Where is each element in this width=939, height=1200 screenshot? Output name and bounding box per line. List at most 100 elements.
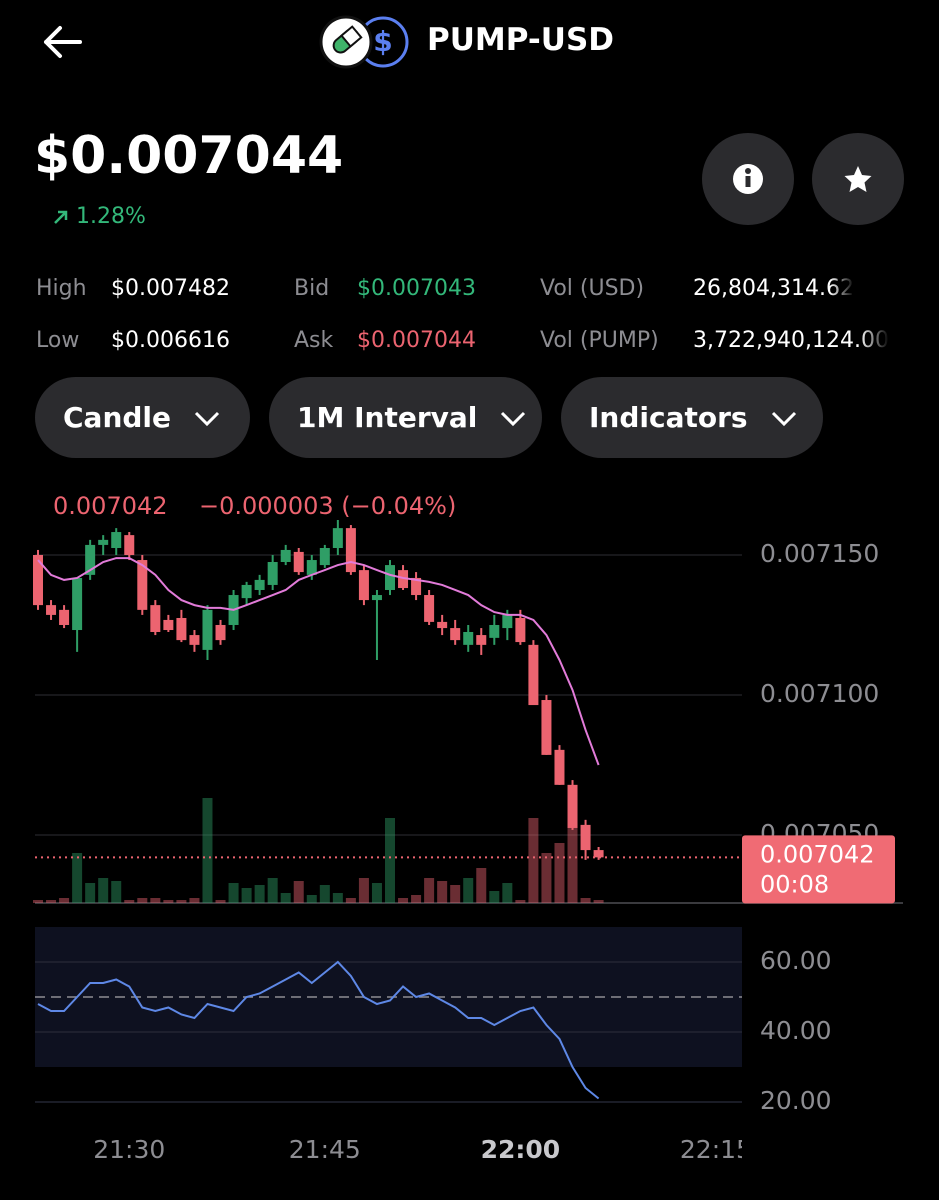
candle-body	[567, 784, 578, 828]
volume-bar	[385, 818, 395, 903]
volume-bar	[319, 885, 330, 903]
candle-body	[593, 850, 604, 858]
price-tag	[742, 835, 895, 904]
volume-bar	[228, 883, 239, 903]
volume-bar	[59, 898, 70, 903]
candle-body	[150, 605, 161, 632]
candle-body	[124, 535, 135, 555]
candle-body	[332, 528, 343, 548]
volume-bar	[528, 818, 539, 903]
stat-label: Vol (PUMP)	[540, 328, 659, 353]
candle-body	[411, 577, 422, 596]
volume-bar	[33, 900, 43, 903]
candle-body	[319, 547, 330, 566]
candle-body	[502, 614, 513, 629]
stat-value: $0.007482	[111, 276, 230, 301]
candle-body	[463, 631, 474, 645]
stat-value: $0.007044	[357, 328, 476, 353]
x-tick-label: 21:30	[93, 1135, 165, 1164]
volume-bar	[85, 883, 96, 903]
volume-bar	[411, 895, 422, 903]
volume-bar	[267, 878, 278, 903]
candle-body	[515, 617, 526, 643]
stat-label: Ask	[294, 328, 334, 353]
x-tick-label: 22:15	[680, 1135, 752, 1164]
candle-body	[398, 570, 409, 589]
button-label: Candle	[63, 401, 172, 434]
info-button[interactable]	[702, 133, 794, 225]
volume-bar	[476, 868, 487, 903]
volume-bar	[241, 888, 252, 903]
volume-bar	[580, 898, 591, 903]
stat-label: Bid	[294, 276, 330, 301]
candle-body	[111, 532, 122, 548]
svg-text:$: $	[373, 25, 392, 58]
chart-type-button[interactable]: Candle	[35, 377, 250, 458]
candle-body	[293, 551, 304, 573]
volume-bar	[554, 843, 565, 903]
volume-bar	[293, 881, 304, 903]
candle-body	[476, 635, 487, 645]
candle-body	[33, 554, 43, 606]
rsi-line	[37, 960, 600, 1100]
candle-body	[137, 560, 148, 610]
volume-bar	[332, 893, 343, 903]
stat-label: High	[36, 276, 87, 301]
y-tick-label: 0.007100	[760, 679, 879, 708]
favorite-button[interactable]	[812, 133, 904, 225]
price-change: 1.28%	[76, 204, 146, 229]
volume-bar	[176, 900, 187, 903]
volume-bar	[111, 881, 122, 903]
candle-body	[59, 609, 70, 625]
button-label: 1M Interval	[297, 401, 478, 434]
interval-button[interactable]: 1M Interval	[269, 377, 542, 458]
price: $0.007044	[34, 126, 344, 186]
button-label: Indicators	[589, 401, 748, 434]
candle-body	[385, 565, 395, 590]
volume-bar	[515, 900, 526, 903]
candle-body	[85, 544, 96, 575]
asset-icon: $	[319, 15, 409, 69]
candle-body	[371, 595, 382, 601]
candle-body	[215, 624, 226, 641]
rsi-tick-label: 40.00	[760, 1016, 832, 1045]
stat-label: Vol (USD)	[540, 276, 645, 301]
volume-bar	[541, 853, 552, 903]
rsi-tick-label: 60.00	[760, 946, 832, 975]
candle-body	[72, 577, 83, 631]
moving-average	[37, 557, 600, 766]
x-tick-label: 21:45	[289, 1135, 361, 1164]
volume-bar	[358, 878, 369, 903]
volume-bar	[137, 898, 148, 903]
volume-bar	[280, 893, 291, 903]
candle-body	[554, 749, 565, 785]
candle-body	[46, 605, 57, 615]
candle-body	[306, 560, 317, 575]
candle-body	[424, 595, 435, 622]
rsi-tick-label: 20.00	[760, 1086, 832, 1115]
volume-bar	[163, 900, 174, 903]
candle-body	[489, 624, 500, 638]
price-tag-value: 0.007042	[760, 840, 875, 868]
up-arrow-icon	[54, 210, 68, 224]
candle-body	[541, 700, 552, 755]
candle-body	[189, 635, 200, 645]
candle-body	[241, 584, 252, 599]
title: PUMP-USD	[427, 22, 615, 58]
volume-bar	[424, 878, 435, 903]
indicators-button[interactable]: Indicators	[561, 377, 823, 458]
volume-bar	[437, 881, 448, 903]
volume-bar	[150, 898, 161, 903]
volume-bar	[398, 898, 409, 903]
volume-bar	[202, 798, 213, 903]
back-button[interactable]	[40, 22, 84, 62]
candle-body	[358, 570, 369, 601]
candle-body	[202, 609, 213, 650]
candle-body	[528, 644, 539, 706]
volume-bar	[72, 853, 83, 903]
candle-body	[254, 579, 265, 590]
candle-body	[267, 561, 278, 585]
candle-body	[345, 528, 356, 573]
